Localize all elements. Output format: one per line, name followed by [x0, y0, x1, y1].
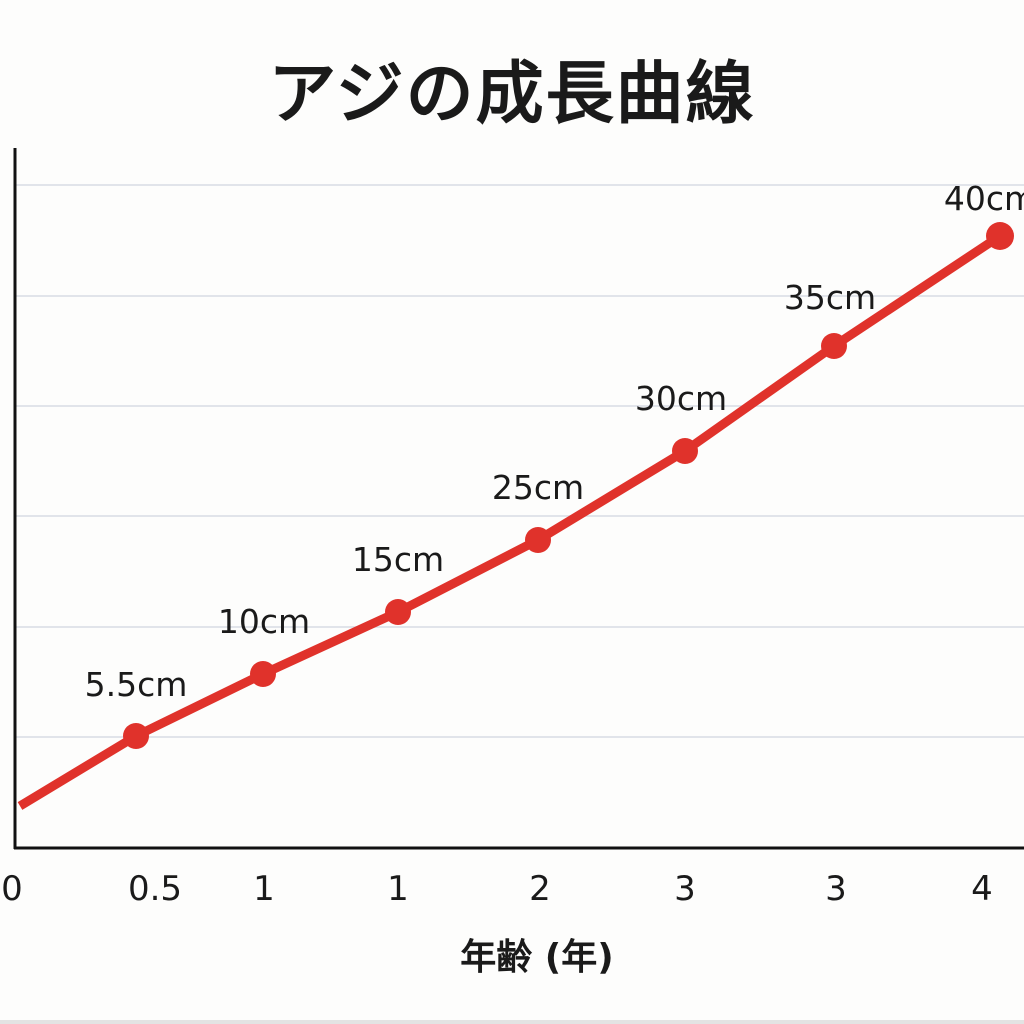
data-points [123, 222, 1014, 749]
x-tick-label: 4 [971, 869, 993, 909]
x-tick-label: 3 [674, 869, 696, 909]
data-point[interactable] [123, 723, 149, 749]
data-point[interactable] [986, 222, 1014, 250]
x-tick-label: 0 [1, 869, 23, 909]
x-tick-label: 1 [387, 869, 409, 909]
gridlines [16, 184, 1024, 738]
x-tick-label: 2 [529, 869, 551, 909]
point-label: 25cm [492, 468, 584, 507]
point-label: 40cm [944, 179, 1024, 218]
point-label: 35cm [784, 278, 876, 317]
x-axis-label: 年齢 (年) [460, 937, 614, 978]
point-label: 5.5cm [85, 665, 188, 704]
data-point[interactable] [250, 661, 276, 687]
data-point[interactable] [672, 438, 698, 464]
point-label: 30cm [635, 379, 727, 418]
chart-title: アジの成長曲線 [268, 55, 756, 134]
data-point[interactable] [525, 527, 551, 553]
data-point[interactable] [385, 599, 411, 625]
x-tick-label: 1 [253, 869, 275, 909]
growth-line [17, 232, 1003, 810]
bottom-border [0, 1020, 1024, 1024]
data-point[interactable] [821, 333, 847, 359]
x-tick-labels: 0 0.5 1 1 2 3 3 4 [1, 869, 993, 909]
point-label: 10cm [218, 602, 310, 641]
x-tick-label: 3 [825, 869, 847, 909]
point-label: 15cm [352, 540, 444, 579]
point-labels: 5.5cm 10cm 15cm 25cm 30cm 35cm 40cm [85, 179, 1024, 704]
x-tick-label: 0.5 [128, 869, 182, 909]
